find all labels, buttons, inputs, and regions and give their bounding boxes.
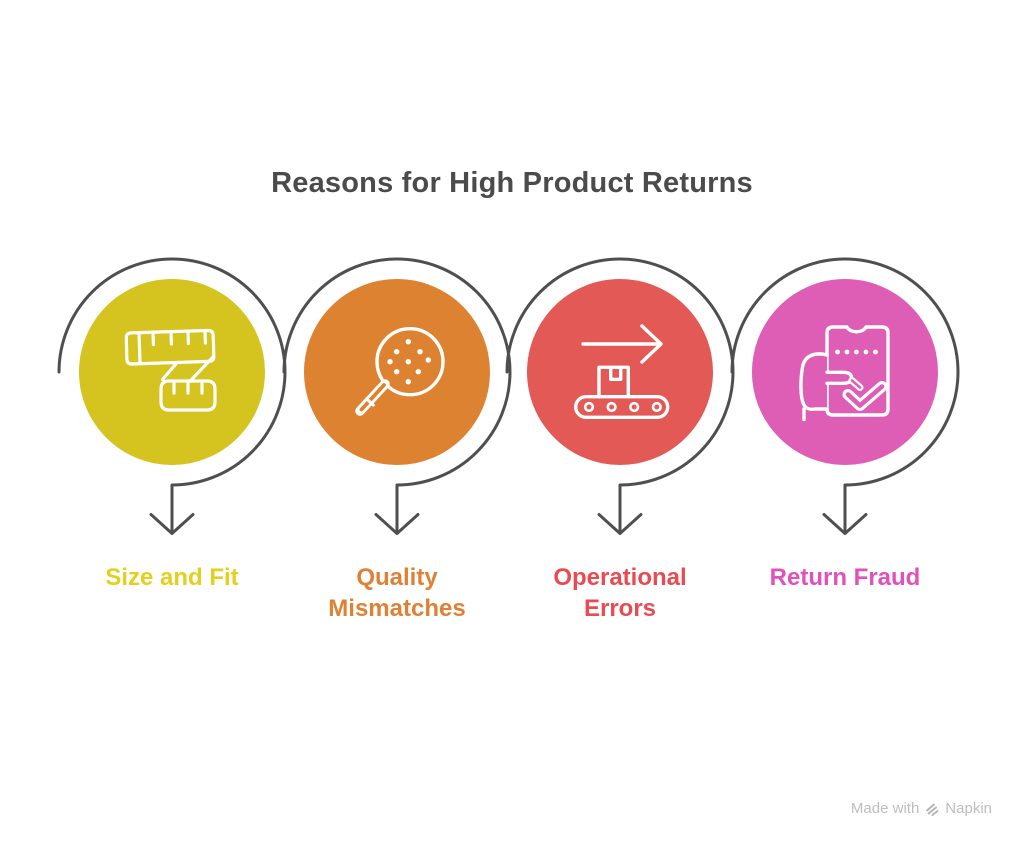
reason-item-size-and-fit: Size and Fit: [57, 248, 287, 648]
reason-label: Operational Errors: [553, 564, 687, 622]
measuring-tape-icon: [124, 328, 217, 412]
reason-label: Quality Mismatches: [328, 564, 466, 622]
loop-arrow-icon: [730, 257, 960, 535]
reason-item-operational-errors: Operational Errors: [505, 248, 735, 648]
page-title: Reasons for High Product Returns: [271, 167, 753, 199]
hand-receipt-check-icon: [799, 325, 890, 422]
reason-label: Size and Fit: [105, 564, 239, 591]
watermark-brand: Napkin: [945, 800, 992, 817]
reason-item-return-fraud: Return Fraud: [730, 248, 960, 648]
napkin-logo-icon: [926, 803, 939, 816]
reason-label: Return Fraud: [769, 564, 921, 591]
item-circle: [79, 279, 265, 465]
watermark-prefix: Made with: [850, 800, 920, 817]
watermark: Made with Napkin: [851, 800, 992, 817]
loop-arrow-icon: [57, 257, 287, 535]
reason-item-quality-mismatches: Quality Mismatches: [282, 248, 512, 648]
magnifying-glass-defects-icon: [355, 326, 445, 416]
loop-arrow-icon: [282, 257, 512, 535]
loop-arrow-icon: [505, 257, 735, 535]
conveyor-belt-package-icon: [573, 324, 670, 419]
